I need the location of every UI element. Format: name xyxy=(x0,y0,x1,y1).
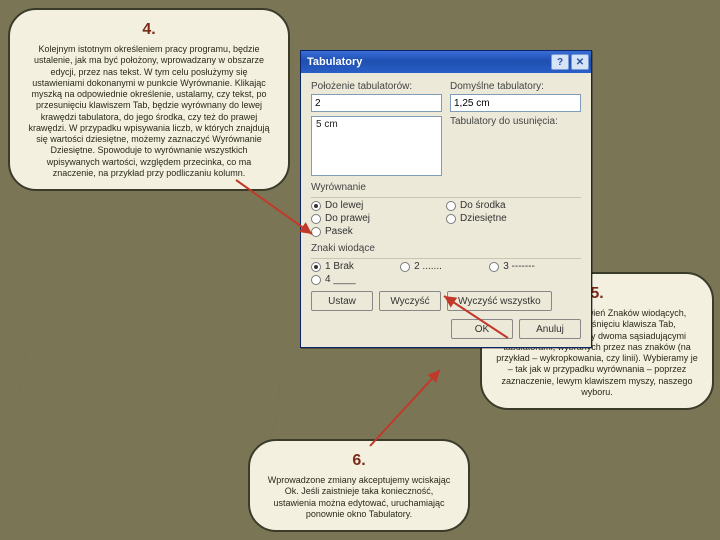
default-label: Domyślne tabulatory: xyxy=(450,81,581,92)
default-input[interactable] xyxy=(450,94,581,112)
align-group-label: Wyrównanie xyxy=(311,182,581,193)
clear-label: Tabulatory do usunięcia: xyxy=(450,116,581,127)
pos-label: Położenie tabulatorów: xyxy=(311,81,442,92)
tabs-listbox[interactable]: 5 cm xyxy=(311,116,442,176)
dialog-titlebar[interactable]: Tabulatory ? ✕ xyxy=(301,51,591,73)
clear-all-button[interactable]: Wyczyść wszystko xyxy=(447,291,552,311)
callout-6-num: 6. xyxy=(264,451,454,471)
set-button[interactable]: Ustaw xyxy=(311,291,373,311)
clear-button[interactable]: Wyczyść xyxy=(379,291,441,311)
leader-1-radio[interactable]: 1 Brak xyxy=(311,261,400,272)
tabulatory-dialog: Tabulatory ? ✕ Położenie tabulatorów: Do… xyxy=(300,50,592,348)
align-left-radio[interactable]: Do lewej xyxy=(311,200,446,211)
callout-4: 4. Kolejnym istotnym określeniem pracy p… xyxy=(8,8,290,191)
callout-4-text: Kolejnym istotnym określeniem pracy prog… xyxy=(24,44,274,179)
dialog-title: Tabulatory xyxy=(307,56,362,68)
pos-input[interactable] xyxy=(311,94,442,112)
align-group: Do lewej Do środka Do prawej Dziesiętne … xyxy=(311,200,581,237)
close-button[interactable]: ✕ xyxy=(571,54,589,70)
cancel-button[interactable]: Anuluj xyxy=(519,319,581,339)
align-center-radio[interactable]: Do środka xyxy=(446,200,581,211)
ok-button[interactable]: OK xyxy=(451,319,513,339)
align-right-radio[interactable]: Do prawej xyxy=(311,213,446,224)
align-bar-radio[interactable]: Pasek xyxy=(311,226,446,237)
callout-6: 6. Wprowadzone zmiany akceptujemy wciska… xyxy=(248,439,470,532)
leader-3-radio[interactable]: 3 ------- xyxy=(489,261,578,272)
list-item[interactable]: 5 cm xyxy=(316,119,437,130)
help-button[interactable]: ? xyxy=(551,54,569,70)
callout-4-num: 4. xyxy=(24,20,274,40)
align-decimal-radio[interactable]: Dziesiętne xyxy=(446,213,581,224)
leader-2-radio[interactable]: 2 ....... xyxy=(400,261,489,272)
callout-6-text: Wprowadzone zmiany akceptujemy wciskając… xyxy=(264,475,454,520)
leader-group-label: Znaki wiodące xyxy=(311,243,581,254)
leader-4-radio[interactable]: 4 ____ xyxy=(311,274,400,285)
leader-group: 1 Brak 2 ....... 3 ------- 4 ____ xyxy=(311,261,581,285)
